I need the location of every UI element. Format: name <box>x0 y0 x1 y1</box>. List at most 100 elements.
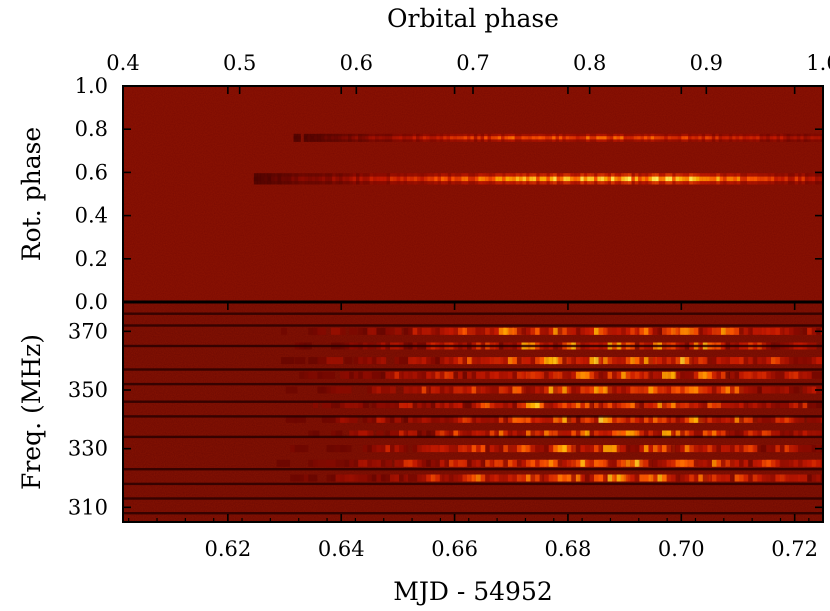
freq-scintle <box>417 430 425 438</box>
emission-core-0 <box>570 176 574 182</box>
orbital-tick-label: 1.0 <box>806 51 830 75</box>
freq-scintle <box>503 474 509 482</box>
emission-core-0 <box>356 176 360 182</box>
freq-scintle <box>503 459 512 467</box>
freq-scintle <box>503 357 512 365</box>
freq-scintle <box>426 327 432 335</box>
emission-core-1 <box>558 136 563 140</box>
freq-scintle <box>621 445 628 453</box>
freq-scintle <box>535 327 540 335</box>
emission-core-1 <box>623 136 628 140</box>
freq-scintle <box>485 459 493 467</box>
freq-scintle <box>743 445 753 453</box>
emission-core-0 <box>757 176 762 182</box>
freq-scintle <box>575 386 584 394</box>
freq-scintle <box>820 401 823 409</box>
emission-core-1 <box>807 136 811 140</box>
freq-scintle <box>621 357 628 365</box>
freq-scintle <box>680 401 688 409</box>
bottom-tick-label: 0.62 <box>204 537 251 561</box>
freq-scintle <box>761 474 769 482</box>
freq-scintle <box>485 386 492 394</box>
emission-core-0 <box>566 176 571 182</box>
freq-scintle <box>521 474 530 482</box>
freq-scintle <box>666 327 672 335</box>
freq-scintle <box>408 430 413 438</box>
emission-core-0 <box>287 176 292 182</box>
emission-core-1 <box>681 136 686 140</box>
freq-scintle <box>467 357 473 365</box>
freq-scintle <box>507 386 516 394</box>
freq-scintle <box>412 430 418 438</box>
emission-core-0 <box>546 176 551 182</box>
freq-scintle <box>662 386 671 394</box>
emission-core-0 <box>617 176 622 182</box>
emission-core-1 <box>609 136 614 140</box>
emission-core-0 <box>461 176 466 182</box>
emission-core-1 <box>327 136 332 140</box>
emission-core-1 <box>657 136 662 140</box>
freq-scintle <box>648 357 656 365</box>
freq-scintle <box>535 371 542 379</box>
freq-scintle <box>326 474 336 482</box>
freq-scintle <box>403 401 409 409</box>
freq-scintle <box>521 445 530 453</box>
freq-scintle <box>716 445 726 453</box>
emission-core-1 <box>310 136 315 140</box>
freq-scintle <box>503 430 511 438</box>
freq-scintle <box>562 459 568 467</box>
freq-scintle <box>444 474 452 482</box>
freq-scintle <box>662 415 669 423</box>
emission-core-0 <box>281 176 285 182</box>
emission-core-1 <box>711 136 716 140</box>
freq-scintle <box>643 371 651 379</box>
freq-scintle <box>793 445 799 453</box>
freq-scintle <box>489 357 495 365</box>
freq-scintle <box>816 459 823 467</box>
freq-scintle <box>417 401 424 409</box>
emission-core-0 <box>563 176 568 182</box>
freq-scintle <box>603 445 608 453</box>
emission-core-0 <box>352 176 357 182</box>
emission-core-1 <box>351 136 356 140</box>
freq-scintle <box>317 459 330 467</box>
freq-scintle <box>308 459 316 467</box>
freq-scintle <box>444 327 451 335</box>
freq-scintle <box>403 459 413 467</box>
emission-core-1 <box>463 136 468 140</box>
emission-core-1 <box>596 136 601 140</box>
freq-scintle <box>340 445 348 453</box>
emission-core-1 <box>365 136 369 140</box>
freq-scintle <box>580 401 589 409</box>
emission-core-1 <box>633 136 638 140</box>
freq-scintle <box>789 386 798 394</box>
freq-scintle <box>362 357 372 365</box>
emission-core-1 <box>759 136 764 140</box>
emission-core-1 <box>762 136 767 140</box>
freq-scintle <box>340 415 348 423</box>
emission-core-1 <box>405 136 410 140</box>
freq-scintle <box>448 386 455 394</box>
emission-core-0 <box>417 176 421 182</box>
freq-scintle <box>471 401 479 409</box>
emission-core-0 <box>743 176 748 182</box>
emission-core-0 <box>413 176 418 182</box>
freq-scintle <box>761 386 771 394</box>
freq-scintle <box>503 415 511 423</box>
freq-scintle <box>521 371 527 379</box>
freq-scintle <box>648 371 657 379</box>
freq-scintle <box>607 474 615 482</box>
freq-scintle <box>662 371 668 379</box>
freq-scintle <box>802 430 812 438</box>
emission-core-1 <box>813 136 818 140</box>
emission-core-1 <box>507 136 512 140</box>
freq-scintle <box>394 357 402 365</box>
emission-core-0 <box>274 176 279 182</box>
freq-scintle <box>653 445 660 453</box>
emission-core-0 <box>638 176 642 182</box>
top-panel-ylabel: Rot. phase <box>17 127 46 261</box>
emission-core-0 <box>679 176 683 182</box>
freq-scintle <box>598 371 607 379</box>
freq-scintle <box>680 430 686 438</box>
freq-scintle <box>721 371 729 379</box>
